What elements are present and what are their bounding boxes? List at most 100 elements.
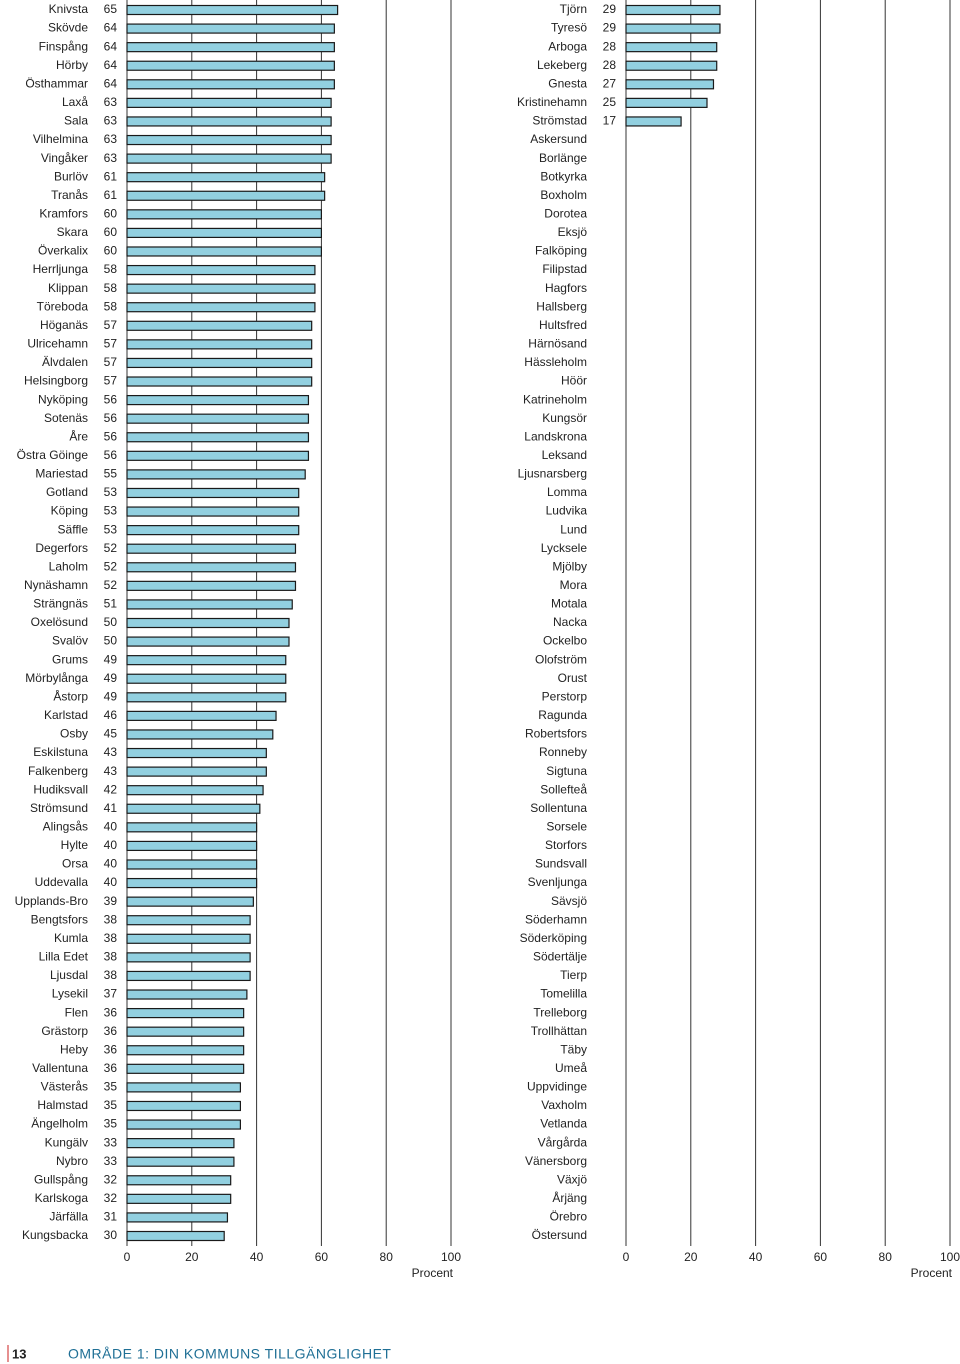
value-label: 63 (104, 95, 118, 109)
category-label: Sala (64, 114, 88, 128)
value-label: 64 (104, 39, 118, 53)
category-label: Nyköping (38, 392, 88, 406)
category-label: Klippan (48, 281, 88, 295)
bar (126, 1100, 242, 1112)
category-label: Boxholm (540, 188, 587, 202)
value-label: 25 (603, 95, 617, 109)
bar (126, 413, 310, 424)
value-label: 56 (104, 448, 118, 462)
category-label: Storfors (545, 838, 587, 852)
bar (126, 729, 274, 740)
bar (126, 877, 258, 889)
bar (126, 302, 316, 313)
value-label: 58 (104, 262, 118, 276)
bar (126, 1230, 225, 1242)
x-tick-label: 20 (684, 1250, 698, 1264)
bar (126, 989, 248, 1000)
value-label: 29 (603, 2, 617, 16)
category-label: Alingsås (43, 820, 88, 834)
value-label: 33 (104, 1154, 118, 1168)
bar (126, 1138, 235, 1149)
category-label: Perstorp (542, 689, 588, 703)
bar (625, 116, 682, 127)
x-tick-label: 60 (315, 1250, 329, 1264)
bar (126, 4, 339, 16)
bar (625, 79, 715, 90)
category-label: Kungälv (45, 1135, 88, 1149)
bar (126, 710, 277, 721)
category-label: Kumla (54, 931, 88, 945)
value-label: 64 (104, 76, 118, 90)
bar (126, 525, 300, 536)
bar (126, 599, 293, 610)
value-label: 39 (104, 894, 118, 908)
category-label: Helsingborg (24, 374, 88, 388)
category-label: Grästorp (41, 1024, 88, 1038)
category-label: Osby (60, 727, 88, 741)
category-label: Östhammar (25, 76, 88, 90)
bar (126, 264, 316, 276)
category-label: Tranås (51, 188, 88, 202)
category-label: Hässleholm (524, 355, 587, 369)
value-label: 63 (104, 151, 118, 165)
value-label: 49 (104, 671, 118, 685)
category-label: Trelleborg (533, 1005, 587, 1019)
bar (625, 23, 721, 34)
category-label: Järfälla (49, 1210, 88, 1224)
category-label: Uppvidinge (527, 1080, 587, 1094)
category-label: Höör (561, 374, 587, 388)
bar (126, 896, 254, 907)
value-label: 57 (104, 374, 118, 388)
category-label: Strömsund (30, 801, 88, 815)
value-label: 63 (104, 114, 118, 128)
category-label: Landskrona (524, 429, 587, 443)
value-label: 38 (104, 968, 118, 982)
category-label: Orust (558, 671, 588, 685)
category-label: Mörbylånga (25, 671, 88, 685)
bar (126, 320, 313, 331)
value-label: 49 (104, 652, 118, 666)
category-label: Gotland (46, 485, 88, 499)
category-label: Orsa (62, 857, 88, 871)
category-label: Härnösand (528, 337, 587, 351)
category-label: Sorsele (546, 820, 587, 834)
category-label: Burlöv (54, 169, 88, 183)
category-label: Herrljunga (33, 262, 89, 276)
category-label: Strängnäs (33, 597, 88, 611)
bar (126, 469, 306, 480)
category-label: Dorotea (544, 207, 587, 221)
bar (126, 23, 335, 34)
category-label: Umeå (555, 1061, 587, 1075)
bar (126, 42, 335, 53)
value-label: 36 (104, 1024, 118, 1038)
bar (126, 747, 267, 759)
category-label: Degerfors (35, 541, 88, 555)
category-label: Vilhelmina (33, 132, 88, 146)
value-label: 32 (104, 1172, 118, 1186)
category-label: Sollefteå (540, 782, 587, 796)
value-label: 27 (603, 76, 617, 90)
category-label: Skövde (48, 21, 88, 35)
section-title: OMRÅDE 1: DIN KOMMUNS TILLGÄNGLIGHET (68, 1346, 391, 1362)
value-label: 17 (603, 114, 617, 128)
value-label: 32 (104, 1191, 118, 1205)
bar (126, 655, 287, 666)
category-label: Västerås (41, 1080, 88, 1094)
category-label: Ljusnarsberg (518, 467, 587, 481)
category-label: Bengtsfors (31, 912, 88, 926)
category-label: Eksjö (558, 225, 588, 239)
value-label: 28 (603, 58, 617, 72)
category-label: Filipstad (542, 262, 587, 276)
category-label: Vetlanda (540, 1117, 587, 1131)
category-label: Sollentuna (530, 801, 587, 815)
bar (126, 97, 332, 108)
category-label: Upplands-Bro (15, 894, 89, 908)
value-label: 35 (104, 1117, 118, 1131)
category-label: Söderköping (520, 931, 587, 945)
bar (126, 209, 322, 220)
category-label: Trollhättan (531, 1024, 587, 1038)
category-label: Sigtuna (546, 764, 587, 778)
value-label: 36 (104, 1042, 118, 1056)
category-label: Ragunda (538, 708, 587, 722)
